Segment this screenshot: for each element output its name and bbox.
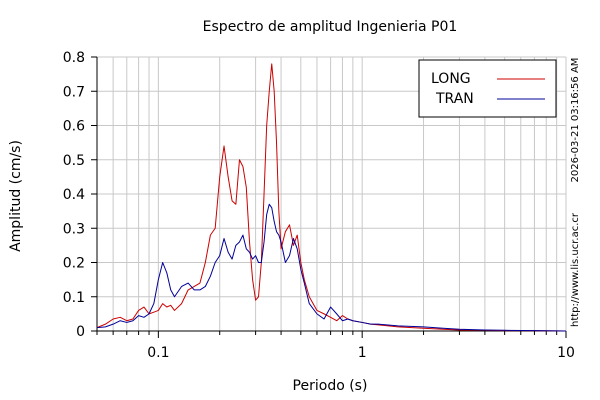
legend: LONG TRAN (419, 60, 556, 117)
chart-title: Espectro de amplitud Ingenieria P01 (203, 19, 458, 35)
x-tick-label: 1 (358, 345, 367, 361)
y-tick-label: 0.3 (63, 221, 85, 237)
timestamp-text: 2026-03-21 03:16:56 AM (570, 58, 581, 183)
y-tick-label: 0 (76, 324, 85, 340)
legend-label-tran: TRAN (435, 91, 474, 107)
x-tick-label: 10 (557, 345, 575, 361)
url-text: http://www.lis.ucr.ac.cr (570, 212, 581, 327)
legend-box (419, 60, 556, 117)
y-tick-label: 0.6 (63, 119, 85, 135)
y-tick-label: 0.7 (63, 84, 85, 100)
legend-label-long: LONG (431, 71, 471, 87)
y-tick-label: 0.5 (63, 153, 85, 169)
y-tick-label: 0.4 (63, 187, 85, 203)
x-axis-label: Periodo (s) (293, 378, 368, 394)
y-tick-label: 0.8 (63, 50, 85, 66)
y-tick-label: 0.2 (63, 256, 85, 272)
y-tick-label: 0.1 (63, 290, 85, 306)
x-tick-label: 0.1 (147, 345, 169, 361)
y-axis-label: Amplitud (cm/s) (8, 140, 24, 252)
